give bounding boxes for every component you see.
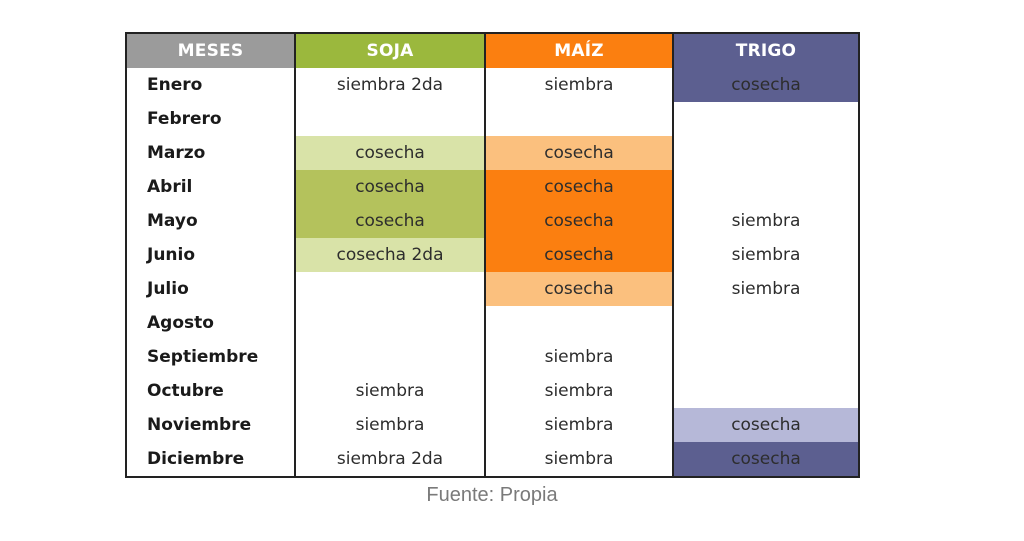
month-cell: Mayo	[147, 211, 198, 231]
month-cell: Julio	[147, 279, 189, 299]
trigo-cell: siembra	[672, 272, 858, 306]
soja-cell: cosecha	[294, 204, 484, 238]
header-trigo: TRIGO	[672, 34, 858, 68]
trigo-cell	[672, 340, 858, 374]
trigo-cell: cosecha	[672, 442, 858, 476]
maiz-cell: cosecha	[484, 238, 672, 272]
maiz-cell: cosecha	[484, 170, 672, 204]
trigo-cell: cosecha	[672, 408, 858, 442]
month-cell: Octubre	[147, 381, 224, 401]
maiz-cell: siembra	[484, 442, 672, 476]
header-maiz: MAÍZ	[484, 34, 672, 68]
month-cell: Septiembre	[147, 347, 259, 367]
soja-cell	[294, 272, 484, 306]
maiz-cell: siembra	[484, 340, 672, 374]
maiz-cell	[484, 102, 672, 136]
soja-cell	[294, 306, 484, 340]
soja-cell: siembra	[294, 374, 484, 408]
crop-calendar-table: MESES SOJA MAÍZ TRIGO Enero siembra 2da si…	[125, 32, 860, 478]
trigo-cell: cosecha	[672, 68, 858, 102]
month-cell: Noviembre	[147, 415, 252, 435]
header-meses: MESES	[127, 34, 294, 68]
maiz-cell: siembra	[484, 374, 672, 408]
soja-cell	[294, 102, 484, 136]
month-cell: Diciembre	[147, 449, 245, 469]
trigo-cell	[672, 374, 858, 408]
soja-cell: cosecha	[294, 136, 484, 170]
month-cell: Enero	[147, 75, 203, 95]
trigo-cell: siembra	[672, 204, 858, 238]
month-cell: Marzo	[147, 143, 206, 163]
month-cell: Junio	[147, 245, 196, 265]
soja-cell: siembra 2da	[294, 442, 484, 476]
month-cell: Abril	[147, 177, 193, 197]
maiz-cell: cosecha	[484, 272, 672, 306]
trigo-cell	[672, 170, 858, 204]
maiz-cell: cosecha	[484, 204, 672, 238]
soja-cell: siembra 2da	[294, 68, 484, 102]
soja-cell: cosecha	[294, 170, 484, 204]
month-cell: Agosto	[147, 313, 214, 333]
trigo-cell: siembra	[672, 238, 858, 272]
trigo-cell	[672, 136, 858, 170]
header-soja: SOJA	[294, 34, 484, 68]
maiz-cell: siembra	[484, 68, 672, 102]
maiz-cell: cosecha	[484, 136, 672, 170]
month-cell: Febrero	[147, 109, 222, 129]
soja-cell: cosecha 2da	[294, 238, 484, 272]
trigo-cell	[672, 102, 858, 136]
maiz-cell	[484, 306, 672, 340]
soja-cell	[294, 340, 484, 374]
trigo-cell	[672, 306, 858, 340]
source-caption: Fuente: Propia	[426, 484, 558, 506]
soja-cell: siembra	[294, 408, 484, 442]
maiz-cell: siembra	[484, 408, 672, 442]
